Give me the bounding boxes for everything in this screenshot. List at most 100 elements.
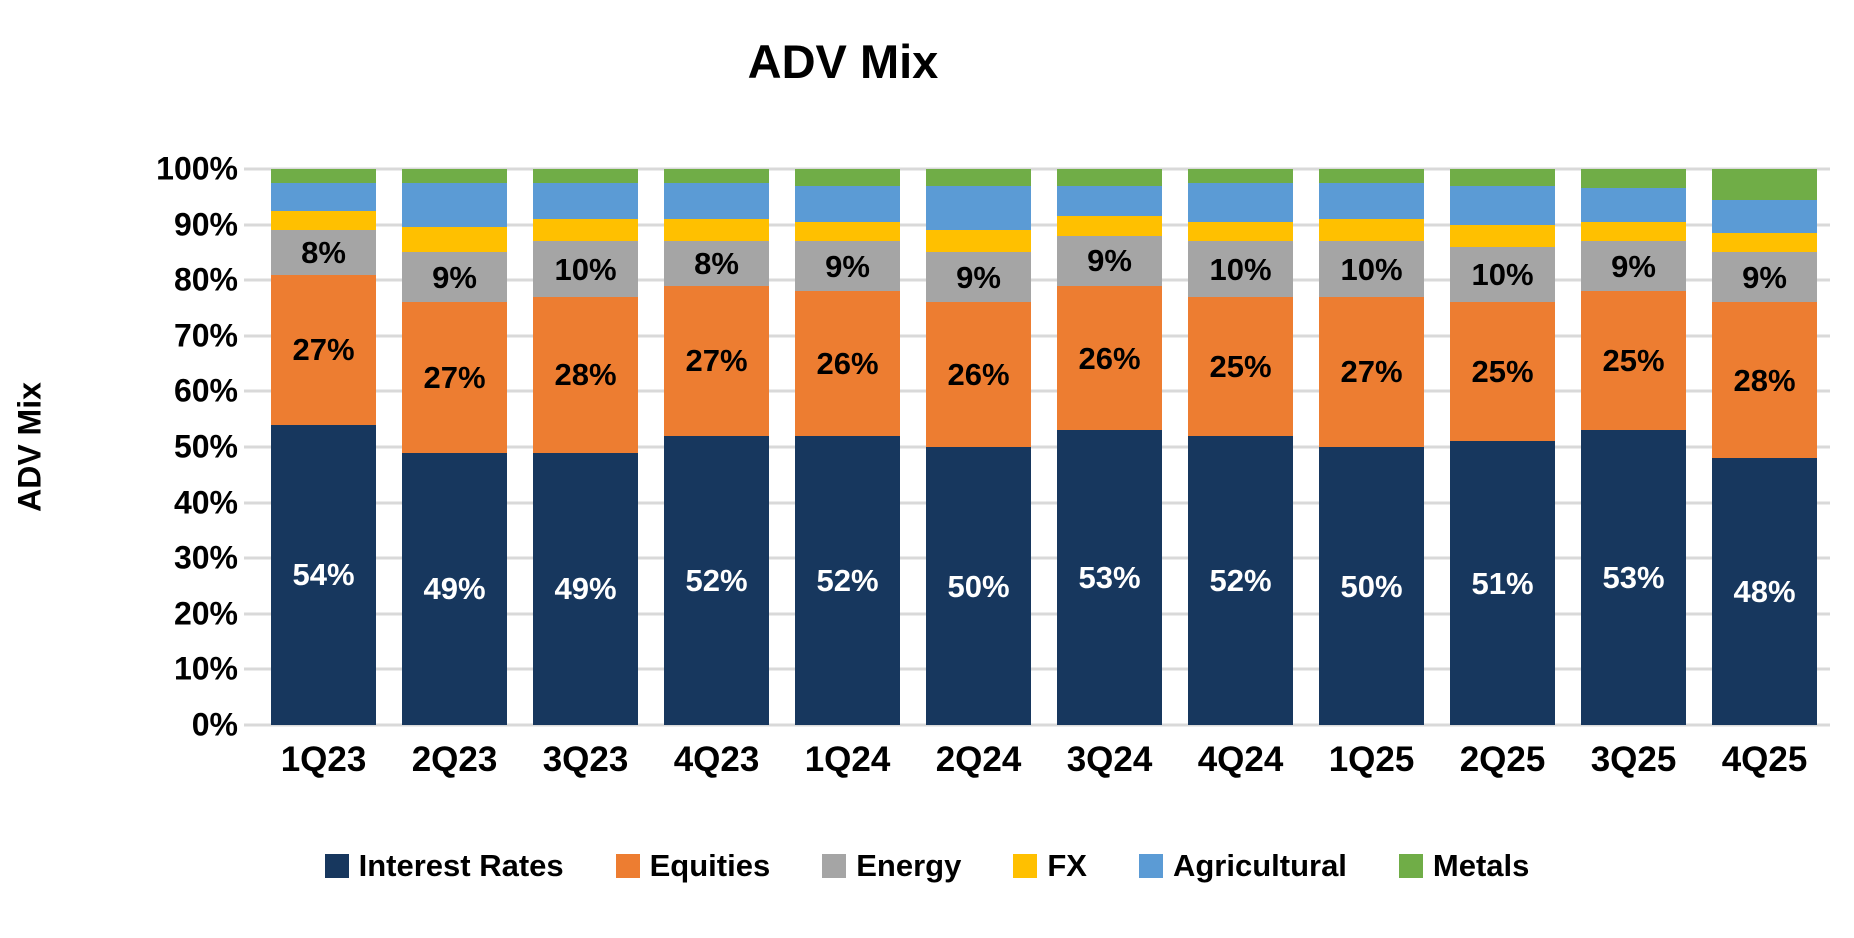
legend-swatch: [822, 854, 847, 878]
data-label: 28%: [554, 357, 617, 393]
bar-segment-metals: [1712, 169, 1817, 200]
bar-stack: 52% 25% 10%: [1188, 169, 1293, 725]
data-label: 52%: [816, 562, 879, 598]
bar-segment-energy: 10%: [1450, 246, 1555, 303]
y-axis-tick-mark: [244, 167, 258, 171]
y-axis-tick-mark: [244, 223, 258, 227]
bar-stack: 53% 25% 9%: [1581, 169, 1686, 725]
bar-column-1q23: 54% 27% 8%: [258, 169, 389, 725]
data-label: 25%: [1471, 354, 1534, 390]
legend-item-fx: FX: [1013, 848, 1087, 884]
bar-column-2q24: 50% 26% 9%: [913, 169, 1044, 725]
data-label: 9%: [1611, 248, 1656, 284]
bar-segment-metals: [533, 169, 638, 183]
bar-segment-metals: [1450, 169, 1555, 186]
bar-segment-equities: 26%: [926, 302, 1031, 447]
bar-segment-interest-rates: 52%: [664, 435, 769, 725]
bar-segment-agricultural: [795, 185, 900, 222]
bar-segment-equities: 27%: [1319, 296, 1424, 447]
bar-segment-energy: 10%: [1188, 241, 1293, 297]
data-label: 9%: [432, 259, 477, 295]
bar-segment-metals: [1188, 169, 1293, 183]
bar-stack: 48% 28% 9%: [1712, 169, 1817, 725]
y-axis-tick-mark: [244, 612, 258, 616]
y-axis-tick-label: 10%: [173, 650, 238, 687]
bar-segment-interest-rates: 48%: [1712, 458, 1817, 725]
bar-stack: 53% 26% 9%: [1057, 169, 1162, 725]
bar-column-3q24: 53% 26% 9%: [1044, 169, 1175, 725]
bar-segment-metals: [271, 169, 376, 183]
gridline: [254, 278, 1830, 282]
bar-segment-fx: [664, 219, 769, 242]
bar-segment-fx: [533, 219, 638, 242]
data-label: 9%: [825, 248, 870, 284]
x-axis-tick-label: 4Q23: [673, 740, 760, 779]
gridline: [254, 334, 1830, 338]
y-axis-tick-mark: [244, 667, 258, 671]
bar-segment-fx: [1712, 232, 1817, 253]
bar-segment-agricultural: [1319, 182, 1424, 220]
bar-segment-interest-rates: 53%: [1057, 430, 1162, 725]
legend-swatch: [1138, 854, 1163, 878]
y-axis-tick-label: 0%: [191, 706, 238, 743]
data-label: 28%: [1733, 362, 1796, 398]
x-axis-tick-label: 3Q24: [1066, 740, 1153, 779]
bar-column-2q23: 49% 27% 9%: [389, 169, 520, 725]
data-label: 10%: [1471, 257, 1534, 293]
bar-segment-equities: 26%: [795, 291, 900, 436]
gridline: [254, 389, 1830, 393]
bar-stack: 54% 27% 8%: [271, 169, 376, 725]
gridline: [254, 556, 1830, 560]
bar-segment-fx: [926, 230, 1031, 253]
bar-column-4q25: 48% 28% 9%: [1699, 169, 1830, 725]
y-axis-tick-label: 90%: [173, 206, 238, 243]
bar-segment-agricultural: [271, 182, 376, 211]
bar-stack: 49% 27% 9%: [402, 169, 507, 725]
data-label: 50%: [947, 568, 1010, 604]
bar-segment-fx: [1581, 221, 1686, 242]
x-axis-tick-label: 2Q24: [935, 740, 1022, 779]
data-label: 9%: [1087, 243, 1132, 279]
bar-segment-interest-rates: 54%: [271, 424, 376, 725]
data-label: 51%: [1471, 565, 1534, 601]
legend-swatch: [1013, 854, 1038, 878]
bar-segment-fx: [1319, 219, 1424, 242]
data-label: 10%: [554, 251, 617, 287]
bar-segment-fx: [1450, 224, 1555, 247]
bar-segment-metals: [926, 169, 1031, 186]
bar-segment-agricultural: [402, 182, 507, 228]
bar-column-4q23: 52% 27% 8%: [651, 169, 782, 725]
plot-area: 54% 27% 8% 49% 27% 9% 49% 28% 10% 52% 27% 8% 52% 26% 9…: [254, 167, 1830, 727]
bar-segment-agricultural: [533, 182, 638, 220]
bar-segment-metals: [795, 169, 900, 186]
data-label: 54%: [292, 557, 355, 593]
bar-segment-fx: [795, 221, 900, 242]
bar-segment-energy: 9%: [402, 252, 507, 303]
bar-segment-interest-rates: 49%: [533, 452, 638, 725]
bar-segment-agricultural: [926, 185, 1031, 231]
legend-label: Equities: [649, 848, 771, 883]
data-label: 50%: [1340, 568, 1403, 604]
bar-segment-interest-rates: 50%: [926, 447, 1031, 725]
data-label: 53%: [1602, 560, 1665, 596]
bar-segment-fx: [1057, 216, 1162, 236]
data-label: 25%: [1602, 343, 1665, 379]
data-label: 49%: [423, 571, 486, 607]
y-axis-tick-label: 40%: [173, 484, 238, 521]
data-label: 27%: [685, 343, 748, 379]
y-axis-tick-label: 50%: [173, 428, 238, 465]
bar-segment-agricultural: [1188, 182, 1293, 222]
data-label: 26%: [816, 346, 879, 382]
bar-stack: 52% 27% 8%: [664, 169, 769, 725]
bar-segment-equities: 25%: [1450, 302, 1555, 442]
y-axis-tick-label: 100%: [156, 150, 238, 187]
y-axis-title: ADV Mix: [11, 382, 48, 512]
x-axis-tick-label: 1Q23: [280, 740, 367, 779]
bar-segment-equities: 25%: [1188, 296, 1293, 436]
data-label: 49%: [554, 571, 617, 607]
gridline: [254, 667, 1830, 671]
bar-segment-metals: [1057, 169, 1162, 186]
bar-segment-agricultural: [1450, 185, 1555, 225]
y-axis-tick-label: 70%: [173, 317, 238, 354]
bar-segment-fx: [1188, 221, 1293, 242]
